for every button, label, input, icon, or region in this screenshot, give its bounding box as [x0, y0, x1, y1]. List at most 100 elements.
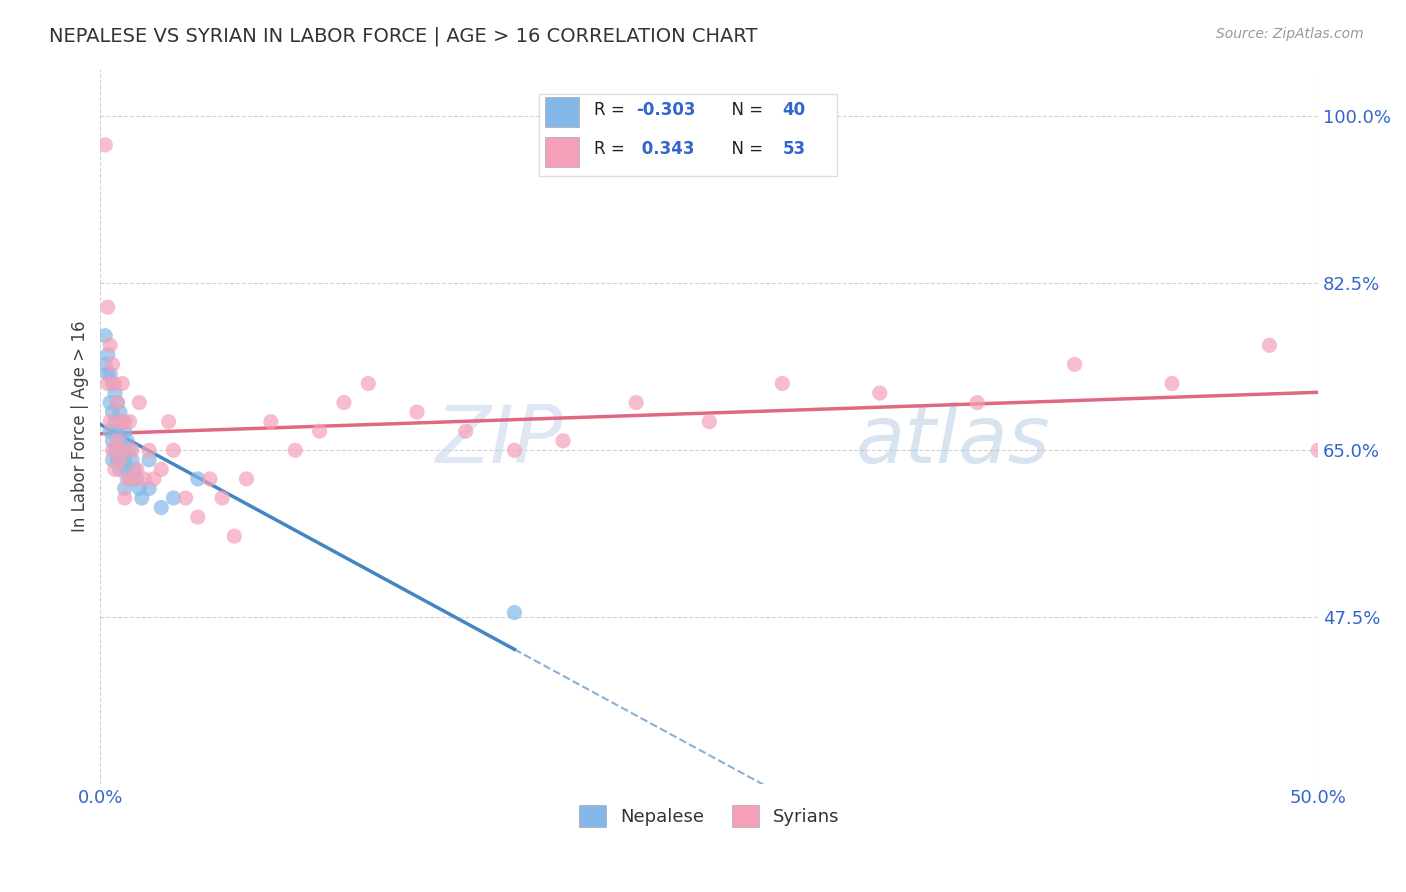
Point — [869, 386, 891, 401]
Point — [121, 443, 143, 458]
Point — [308, 424, 330, 438]
Point — [111, 376, 134, 391]
FancyBboxPatch shape — [546, 136, 579, 167]
Point — [235, 472, 257, 486]
Point — [115, 472, 138, 486]
Point — [108, 405, 131, 419]
Point — [118, 472, 141, 486]
Point — [454, 424, 477, 438]
Point — [770, 376, 793, 391]
Point — [105, 424, 128, 438]
Point — [1308, 443, 1330, 458]
Point — [697, 415, 720, 429]
Point — [114, 482, 136, 496]
Point — [1258, 338, 1281, 352]
Point — [406, 405, 429, 419]
Point — [142, 472, 165, 486]
Text: Source: ZipAtlas.com: Source: ZipAtlas.com — [1216, 27, 1364, 41]
Point — [125, 462, 148, 476]
Point — [108, 452, 131, 467]
Point — [128, 395, 150, 409]
Point — [624, 395, 647, 409]
Point — [503, 606, 526, 620]
Point — [104, 443, 127, 458]
Point — [105, 395, 128, 409]
Point — [98, 338, 121, 352]
Point — [162, 491, 184, 505]
Point — [553, 434, 575, 448]
Point — [966, 395, 988, 409]
Point — [101, 405, 124, 419]
Point — [162, 443, 184, 458]
Text: R =: R = — [593, 101, 630, 119]
Point — [128, 482, 150, 496]
Point — [198, 472, 221, 486]
Text: 0.343: 0.343 — [636, 140, 695, 158]
Point — [1063, 358, 1085, 372]
FancyBboxPatch shape — [538, 94, 837, 176]
Point — [157, 415, 180, 429]
Point — [104, 415, 127, 429]
Point — [284, 443, 307, 458]
Point — [101, 434, 124, 448]
Point — [503, 443, 526, 458]
Text: N =: N = — [721, 140, 769, 158]
Point — [104, 376, 127, 391]
Point — [108, 415, 131, 429]
Point — [98, 367, 121, 381]
Point — [138, 443, 160, 458]
Point — [104, 462, 127, 476]
Point — [134, 472, 156, 486]
Text: 40: 40 — [782, 101, 806, 119]
Point — [111, 443, 134, 458]
Point — [108, 462, 131, 476]
Point — [115, 434, 138, 448]
Point — [101, 376, 124, 391]
Point — [97, 367, 120, 381]
Point — [187, 472, 209, 486]
Text: -0.303: -0.303 — [636, 101, 696, 119]
Point — [98, 424, 121, 438]
Point — [101, 443, 124, 458]
Point — [114, 415, 136, 429]
Point — [94, 358, 117, 372]
Point — [150, 500, 173, 515]
Point — [94, 328, 117, 343]
Point — [98, 415, 121, 429]
Point — [1161, 376, 1184, 391]
Point — [114, 424, 136, 438]
Legend: Nepalese, Syrians: Nepalese, Syrians — [572, 798, 846, 834]
Point — [224, 529, 246, 543]
Point — [104, 386, 127, 401]
Point — [114, 491, 136, 505]
Point — [174, 491, 197, 505]
Point — [121, 452, 143, 467]
Point — [105, 395, 128, 409]
Point — [131, 491, 153, 505]
FancyBboxPatch shape — [546, 97, 579, 128]
Point — [111, 443, 134, 458]
Point — [357, 376, 380, 391]
Point — [115, 462, 138, 476]
Point — [187, 510, 209, 524]
Y-axis label: In Labor Force | Age > 16: In Labor Force | Age > 16 — [72, 320, 89, 533]
Point — [105, 434, 128, 448]
Point — [260, 415, 283, 429]
Point — [97, 348, 120, 362]
Point — [94, 137, 117, 152]
Text: 53: 53 — [782, 140, 806, 158]
Point — [138, 452, 160, 467]
Point — [138, 482, 160, 496]
Point — [97, 376, 120, 391]
Text: NEPALESE VS SYRIAN IN LABOR FORCE | AGE > 16 CORRELATION CHART: NEPALESE VS SYRIAN IN LABOR FORCE | AGE … — [49, 27, 758, 46]
Text: R =: R = — [593, 140, 630, 158]
Point — [333, 395, 356, 409]
Point — [101, 358, 124, 372]
Point — [97, 300, 120, 314]
Point — [105, 452, 128, 467]
Point — [211, 491, 233, 505]
Point — [101, 452, 124, 467]
Point — [114, 452, 136, 467]
Point — [108, 434, 131, 448]
Point — [124, 472, 146, 486]
